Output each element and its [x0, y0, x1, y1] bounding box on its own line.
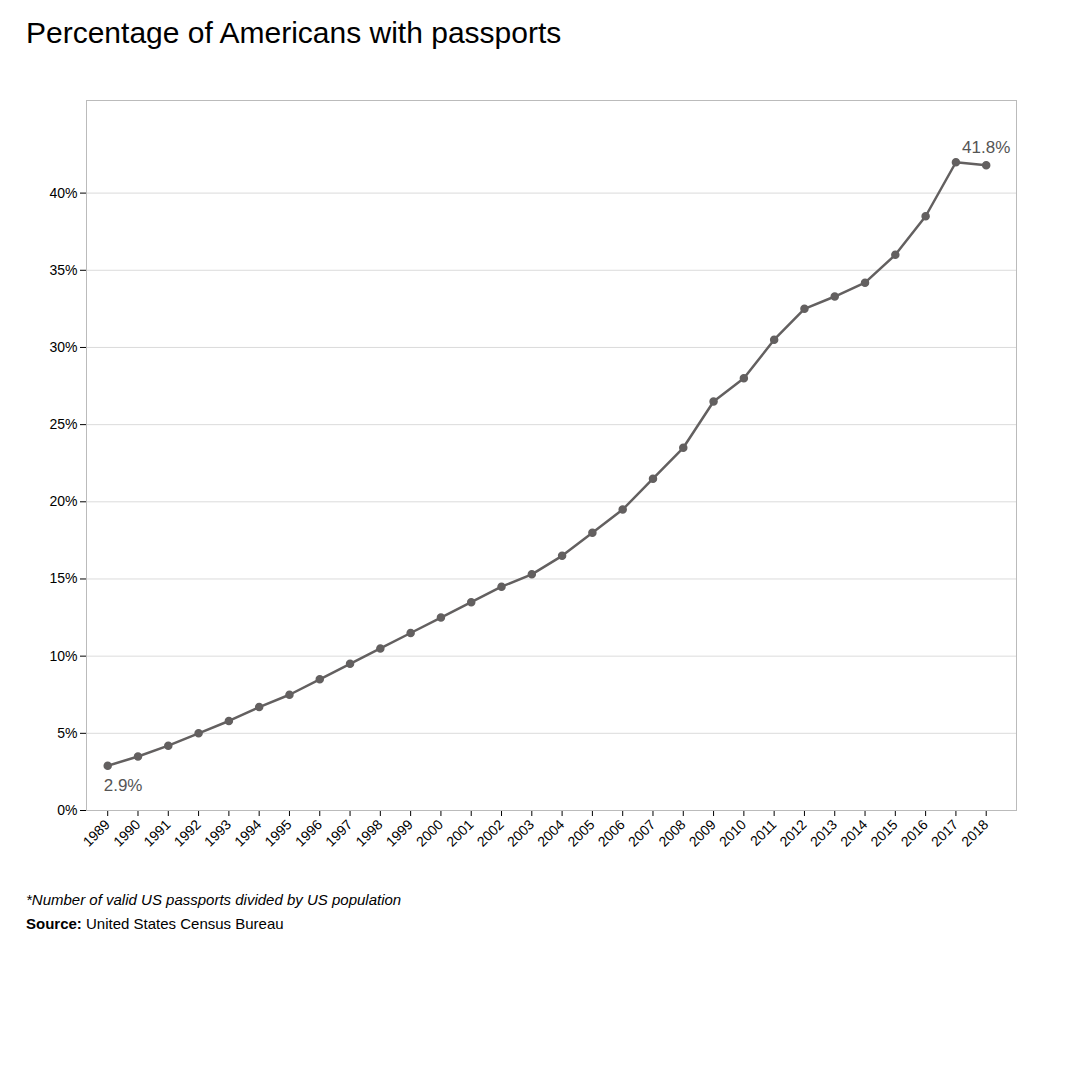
svg-text:1993: 1993 [201, 816, 234, 849]
svg-text:1992: 1992 [171, 816, 204, 849]
html-text:*Number of valid US passports: *Number of valid US passports divided by… [26, 891, 402, 908]
svg-text:2001: 2001 [443, 816, 476, 849]
svg-text:1999: 1999 [383, 816, 416, 849]
svg-text:2005: 2005 [564, 816, 597, 849]
svg-text:2004: 2004 [534, 816, 567, 849]
svg-text:1990: 1990 [110, 816, 143, 849]
svg-text:5%: 5% [57, 725, 77, 741]
svg-text:2000: 2000 [413, 816, 446, 849]
svg-text:2006: 2006 [595, 816, 628, 849]
svg-text:1998: 1998 [352, 816, 385, 849]
svg-text:10%: 10% [49, 648, 77, 664]
svg-text:2010: 2010 [716, 816, 749, 849]
svg-text:2015: 2015 [867, 816, 900, 849]
svg-text:30%: 30% [49, 339, 77, 355]
svg-text:40%: 40% [49, 185, 77, 201]
svg-text:2003: 2003 [504, 816, 537, 849]
svg-text:2016: 2016 [898, 816, 931, 849]
svg-text:2011: 2011 [747, 816, 780, 849]
svg-text:2008: 2008 [655, 816, 688, 849]
svg-text:2007: 2007 [625, 816, 658, 849]
svg-text:25%: 25% [49, 416, 77, 432]
svg-text:1995: 1995 [261, 816, 294, 849]
svg-text:2.9%: 2.9% [104, 776, 143, 795]
svg-text:2002: 2002 [473, 816, 506, 849]
svg-text:2014: 2014 [837, 816, 870, 849]
svg-text:20%: 20% [49, 493, 77, 509]
svg-text:1997: 1997 [322, 816, 355, 849]
svg-text:2013: 2013 [807, 816, 840, 849]
svg-text:15%: 15% [49, 570, 77, 586]
svg-text:1991: 1991 [140, 816, 173, 849]
svg-text:1989: 1989 [80, 816, 113, 849]
svg-text:35%: 35% [49, 262, 77, 278]
svg-text:2017: 2017 [928, 816, 961, 849]
svg-text:1996: 1996 [292, 816, 325, 849]
svg-text:0%: 0% [57, 802, 77, 818]
svg-text:2009: 2009 [686, 816, 719, 849]
svg-text:41.8%: 41.8% [962, 138, 1010, 157]
svg-text:2012: 2012 [776, 816, 809, 849]
html-text:Percentage of Americans with p: Percentage of Americans with passports [26, 16, 562, 49]
html-text:Source: United States Census B: Source: United States Census Bureau [26, 915, 284, 932]
svg-text:1994: 1994 [231, 816, 264, 849]
svg-text:2018: 2018 [958, 816, 991, 849]
